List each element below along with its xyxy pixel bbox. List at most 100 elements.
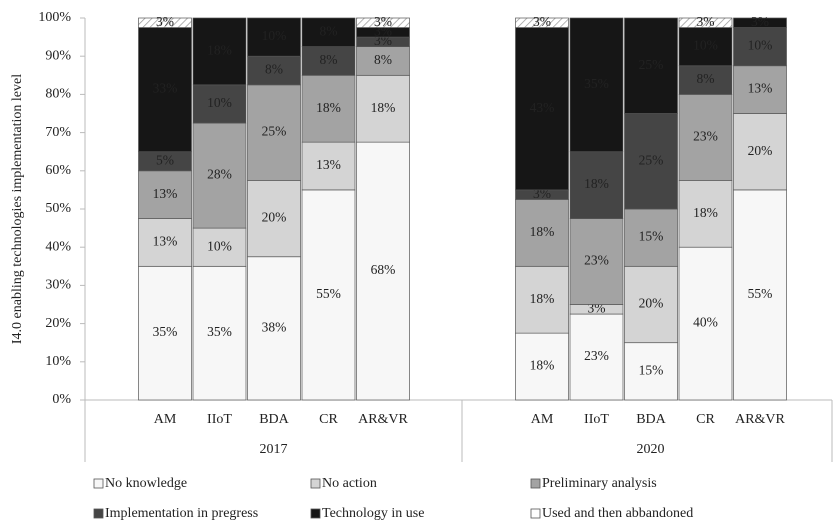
- bar-segment: [192, 265, 247, 401]
- data-label: 35%: [153, 324, 178, 339]
- y-tick-label: 60%: [45, 163, 71, 178]
- data-label: 35%: [207, 324, 232, 339]
- data-label: 8%: [374, 52, 392, 67]
- data-label: 5%: [156, 152, 174, 167]
- bar-segment: [569, 313, 624, 401]
- data-label: 15%: [639, 229, 664, 244]
- data-label: 38%: [262, 319, 287, 334]
- data-label: 35%: [584, 76, 609, 91]
- bar-segment: [678, 246, 733, 401]
- data-label: 18%: [584, 176, 609, 191]
- data-label: 13%: [316, 157, 341, 172]
- data-label: 20%: [748, 143, 773, 158]
- data-label: 8%: [320, 52, 338, 67]
- y-tick-label: 10%: [45, 354, 71, 369]
- x-tick-label: AM: [154, 412, 177, 427]
- data-label: 10%: [748, 38, 773, 53]
- bar-segment: [678, 65, 733, 95]
- data-label: 28%: [207, 167, 232, 182]
- bar-segment: [138, 17, 192, 28]
- y-tick-label: 40%: [45, 239, 71, 254]
- legend-label: No knowledge: [105, 476, 187, 491]
- data-label: 15%: [639, 362, 664, 377]
- data-label: 3%: [156, 14, 174, 29]
- data-label: 20%: [639, 296, 664, 311]
- bar-segment: [301, 17, 356, 47]
- bar-segment: [678, 17, 733, 28]
- x-tick-label: CR: [696, 412, 715, 427]
- data-label: 68%: [371, 262, 396, 277]
- y-tick-label: 90%: [45, 48, 71, 63]
- bar-segment: [192, 17, 247, 86]
- x-tick-label: AR&VR: [358, 412, 408, 427]
- bar-segment: [356, 17, 410, 28]
- x-tick-label: AM: [531, 412, 554, 427]
- data-label: 23%: [584, 348, 609, 363]
- data-label: 3%: [533, 14, 551, 29]
- bar-segment: [138, 218, 192, 267]
- data-label: 10%: [693, 38, 718, 53]
- y-axis-label: I4.0 enabling technologies implementatio…: [10, 74, 25, 344]
- data-label: 23%: [693, 128, 718, 143]
- data-label: 3%: [374, 14, 392, 29]
- bar-segment: [624, 208, 678, 267]
- bar-segment: [356, 46, 410, 76]
- bar-segment: [247, 256, 301, 401]
- x-tick-label: IIoT: [207, 412, 232, 427]
- bar-segment: [678, 94, 733, 181]
- data-label: 13%: [153, 186, 178, 201]
- bar-segment: [569, 218, 624, 305]
- group-label: 2017: [260, 442, 288, 457]
- bar-segment: [138, 170, 192, 219]
- data-label: 25%: [639, 57, 664, 72]
- y-tick-label: 50%: [45, 201, 71, 216]
- bar-segment: [733, 189, 787, 401]
- data-label: 55%: [316, 286, 341, 301]
- bar-segment: [247, 180, 301, 258]
- y-tick-label: 30%: [45, 278, 71, 293]
- bar-segment: [247, 84, 301, 181]
- bar-segment: [569, 17, 624, 153]
- bar-segment: [515, 27, 569, 191]
- data-label: 18%: [316, 100, 341, 115]
- legend-swatch: [93, 508, 104, 519]
- bar-segment: [624, 113, 678, 210]
- legend-swatch: [310, 508, 321, 519]
- data-label: 40%: [693, 315, 718, 330]
- legend-label: No action: [322, 476, 377, 491]
- data-label: 18%: [530, 291, 555, 306]
- data-label: 10%: [207, 95, 232, 110]
- legend-swatch: [310, 478, 321, 489]
- x-tick-label: BDA: [636, 412, 666, 427]
- bar-segment: [515, 199, 569, 267]
- bar-segment: [192, 84, 247, 124]
- data-label: 8%: [265, 62, 283, 77]
- y-tick-label: 80%: [45, 87, 71, 102]
- data-label: 33%: [153, 81, 178, 96]
- data-label: 13%: [153, 234, 178, 249]
- data-label: 18%: [371, 100, 396, 115]
- data-label: 8%: [320, 23, 338, 38]
- data-label: 10%: [262, 28, 287, 43]
- data-label: 13%: [748, 81, 773, 96]
- bar-segment: [138, 265, 192, 401]
- bar-segment: [569, 151, 624, 219]
- legend-label: Technology in use: [322, 506, 424, 521]
- bar-segment: [138, 27, 192, 153]
- data-label: 25%: [639, 152, 664, 167]
- data-label: 18%: [530, 224, 555, 239]
- data-label: 55%: [748, 286, 773, 301]
- legend-label: Implementation in pregress: [105, 506, 258, 521]
- x-tick-label: BDA: [259, 412, 289, 427]
- bar-segment: [678, 27, 733, 67]
- y-tick-label: 70%: [45, 125, 71, 140]
- x-tick-label: CR: [319, 412, 338, 427]
- bar-segment: [356, 74, 410, 143]
- bar-segment: [733, 65, 787, 114]
- bar-segment: [515, 17, 569, 28]
- data-label: 8%: [697, 71, 715, 86]
- legend-label: Preliminary analysis: [542, 476, 657, 491]
- bar-segment: [247, 17, 301, 57]
- legend-swatch: [530, 478, 541, 489]
